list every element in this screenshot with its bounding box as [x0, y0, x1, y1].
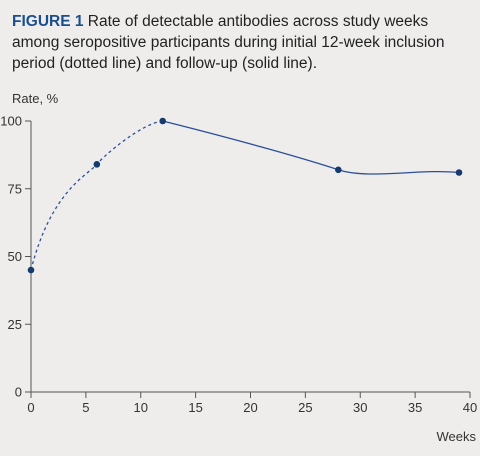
data-point	[159, 117, 166, 125]
data-point	[27, 266, 35, 274]
x-tick-label: 15	[188, 400, 202, 415]
x-tick-label: 0	[27, 400, 34, 415]
plot-area	[27, 117, 463, 274]
y-tick-label: 75	[8, 181, 22, 196]
y-tick-label: 50	[8, 249, 22, 264]
x-tick-label: 20	[243, 400, 257, 415]
y-tick-label: 100	[0, 114, 22, 129]
y-tick-label: 0	[15, 385, 22, 400]
figure-label: FIGURE 1	[12, 13, 84, 30]
x-tick-label: 40	[463, 400, 477, 415]
figure-caption: FIGURE 1 Rate of detectable antibodies a…	[12, 11, 474, 74]
x-tick-label: 10	[134, 400, 148, 415]
data-point	[93, 161, 101, 168]
data-point	[335, 166, 342, 174]
x-tick-label: 5	[82, 400, 89, 415]
x-tick-label: 35	[408, 400, 422, 415]
data-point	[455, 169, 463, 176]
axes: 0 25 50 75 100 0 5 10 15 20 25 30 35 40	[0, 114, 477, 416]
x-axis-label: Weeks	[437, 429, 477, 444]
caption-text: Rate of detectable antibodies across stu…	[12, 13, 445, 72]
y-tick-label: 25	[8, 317, 22, 332]
y-axis-label: Rate, %	[12, 91, 59, 106]
series-line-solid	[162, 120, 460, 175]
x-tick-label: 25	[298, 400, 312, 415]
x-tick-label: 30	[353, 400, 367, 415]
series-line-dotted	[30, 120, 163, 271]
